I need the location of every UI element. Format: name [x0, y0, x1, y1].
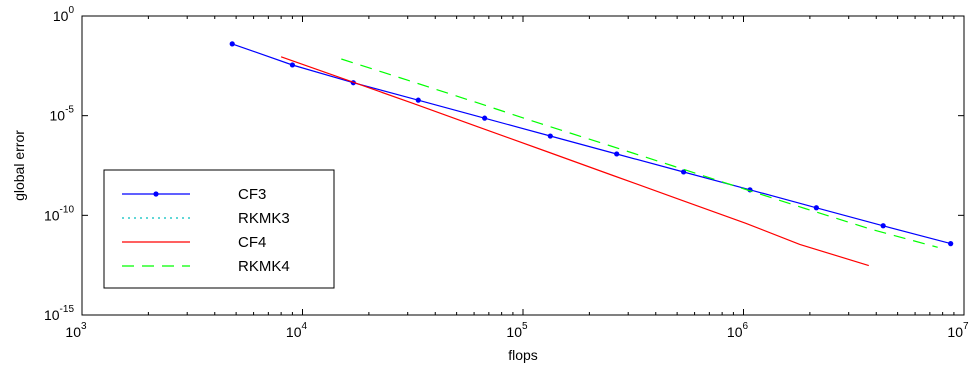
- x-axis: 103 104 105 106 107: [65, 16, 969, 340]
- x-tick-label: 105: [506, 321, 528, 340]
- data-point-cf3: [289, 62, 296, 68]
- legend-label-cf4: CF4: [238, 234, 266, 251]
- legend: CF3 RKMK3 CF4 RKMK4: [103, 169, 335, 289]
- series-line-cf3: [232, 43, 951, 245]
- legend-marker-cf3: [153, 191, 159, 197]
- data-point-cf3: [415, 97, 421, 103]
- series-line-cf4: [280, 56, 869, 267]
- y-axis: 100 10-5 10-10 10-15: [44, 5, 964, 323]
- legend-box: [103, 169, 335, 289]
- series-line-rkmk4: [341, 58, 938, 248]
- data-point-cf3: [482, 115, 488, 121]
- chart-marks: [229, 41, 954, 267]
- legend-label-cf3: CF3: [238, 186, 266, 203]
- data-point-cf3: [813, 205, 819, 211]
- x-tick-label: 104: [286, 321, 308, 340]
- data-point-cf3: [547, 133, 553, 139]
- data-point-cf3: [880, 223, 886, 229]
- data-point-cf3: [681, 169, 687, 175]
- legend-label-rkmk3: RKMK3: [238, 210, 290, 227]
- y-tick-label: 10-5: [50, 105, 75, 124]
- x-tick-label: 106: [727, 321, 749, 340]
- plot-frame: [81, 15, 965, 316]
- y-tick-label: 10-10: [44, 204, 74, 223]
- data-point-cf3: [229, 41, 235, 47]
- x-axis-label: flops: [508, 347, 538, 363]
- y-tick-label: 100: [53, 5, 75, 24]
- x-tick-label: 107: [947, 321, 969, 340]
- data-point-cf3: [948, 241, 954, 247]
- legend-label-rkmk4: RKMK4: [238, 258, 290, 275]
- x-tick-label: 103: [65, 321, 87, 340]
- y-tick-label: 10-15: [44, 304, 74, 323]
- y-axis-label: global error: [11, 130, 27, 201]
- data-point-cf3: [614, 151, 620, 157]
